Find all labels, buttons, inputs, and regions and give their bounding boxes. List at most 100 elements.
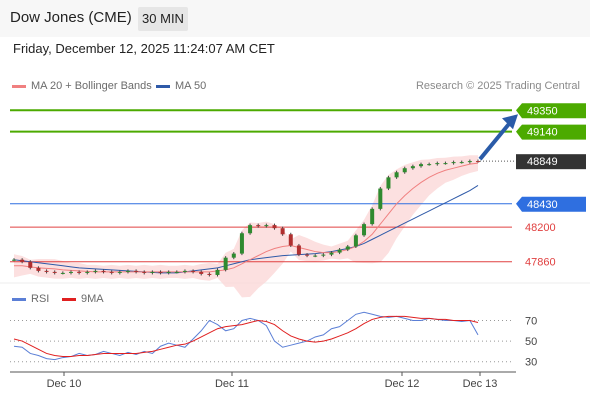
credit-text: Research © 2025 Trading Central (415, 80, 580, 92)
candle-body (305, 254, 310, 256)
level-label-49140: 49140 (527, 127, 558, 139)
candle-body (101, 270, 106, 272)
legend-ma20-label: MA 20 + Bollinger Bands (31, 80, 152, 92)
candle-body (77, 271, 82, 273)
ma50-line (13, 185, 479, 274)
rsi-ma-line (13, 315, 479, 358)
candle-body (256, 225, 261, 227)
legend-ma50-label: MA 50 (175, 80, 207, 92)
candle-body (231, 253, 236, 258)
legend-rsi: RSI (12, 293, 49, 305)
rsi-tick-50: 50 (525, 336, 537, 348)
ma50-swatch-icon (156, 84, 170, 88)
candle-body (288, 234, 293, 246)
candle-body (313, 255, 318, 257)
candle-body (296, 245, 301, 255)
legend-rsi-label: RSI (31, 293, 50, 305)
level-label-49350: 49350 (527, 105, 558, 117)
candle-body (28, 261, 33, 268)
candle-body (166, 271, 171, 273)
x-label-2: Dec 12 (385, 378, 420, 390)
candle-body (117, 271, 122, 273)
ma20-line (14, 162, 479, 273)
timestamp: Friday, December 12, 2025 11:24:07 AM CE… (13, 41, 275, 56)
current-price-box (516, 154, 586, 170)
candle-body (109, 271, 114, 273)
rsi-tick-30: 30 (525, 357, 537, 369)
current-price-label: 48849 (527, 156, 558, 168)
candle-body (199, 271, 204, 274)
candle-body (435, 163, 440, 165)
candle-body (394, 172, 399, 178)
candle-body (443, 163, 448, 165)
candle-body (60, 272, 65, 274)
level-label-48200: 48200 (525, 222, 556, 234)
rsima-swatch-icon (62, 297, 76, 301)
chart-header: Dow Jones (CME) 30 MIN (0, 0, 590, 37)
candle-body (85, 271, 90, 273)
candle-body (353, 235, 358, 247)
x-label-0: Dec 10 (47, 378, 82, 390)
bollinger-band (14, 155, 478, 298)
candle-body (459, 162, 464, 164)
ma20-swatch-icon (12, 84, 26, 88)
candle-body (402, 168, 407, 173)
rsi-swatch-icon (12, 297, 26, 301)
candle-body (12, 259, 16, 261)
candle-body (207, 273, 212, 275)
candle-body (345, 246, 350, 250)
candle-body (150, 271, 155, 273)
candle-body (419, 164, 424, 167)
forecast-arrow-icon (502, 114, 518, 130)
candle-body (467, 161, 472, 163)
forecast-arrow-shaft (478, 118, 514, 161)
x-label-1: Dec 11 (215, 378, 249, 390)
candle-body (370, 208, 375, 225)
candle-body (20, 259, 25, 262)
level-box-49350 (516, 103, 586, 119)
candle-body (321, 254, 326, 256)
candle-body (272, 225, 277, 229)
candle-body (329, 252, 334, 255)
candle-body (386, 177, 391, 189)
candle-body (125, 270, 130, 272)
candle-body (337, 249, 342, 253)
candle-body (174, 271, 179, 273)
candle-body (476, 161, 480, 163)
candle-body (182, 270, 187, 272)
instrument-title: Dow Jones (CME) (10, 9, 132, 26)
candle-body (280, 228, 285, 235)
candle-body (158, 271, 163, 273)
candle-body (223, 257, 228, 270)
rsi-tick-70: 70 (525, 315, 537, 327)
level-box-49140 (516, 124, 586, 140)
candle-body (410, 166, 415, 169)
rsi-line (13, 311, 479, 361)
candle-body (68, 271, 73, 273)
candle-body (451, 162, 456, 164)
candle-body (52, 271, 57, 273)
x-label-3: Dec 13 (463, 378, 498, 390)
candle-body (362, 224, 367, 236)
candle-body (44, 270, 49, 272)
candle-body (427, 164, 432, 166)
legend-rsima: 9MA (62, 293, 104, 305)
candle-body (93, 270, 98, 272)
legend-rsima-label: 9MA (81, 293, 104, 305)
interval-button[interactable]: 30 MIN (138, 7, 188, 31)
legend-ma20: MA 20 + Bollinger Bands (12, 80, 152, 92)
candle-body (378, 188, 383, 209)
level-box-48430 (516, 196, 586, 212)
candle-body (191, 270, 196, 272)
candle-body (36, 267, 41, 271)
level-label-47860: 47860 (525, 257, 556, 269)
candle-body (239, 233, 244, 254)
candle-body (264, 225, 269, 227)
candle-body (134, 270, 139, 272)
level-label-48430: 48430 (527, 199, 558, 211)
candle-body (248, 225, 253, 234)
candle-body (215, 269, 220, 275)
legend-ma50: MA 50 (156, 80, 206, 92)
candle-body (142, 271, 147, 273)
